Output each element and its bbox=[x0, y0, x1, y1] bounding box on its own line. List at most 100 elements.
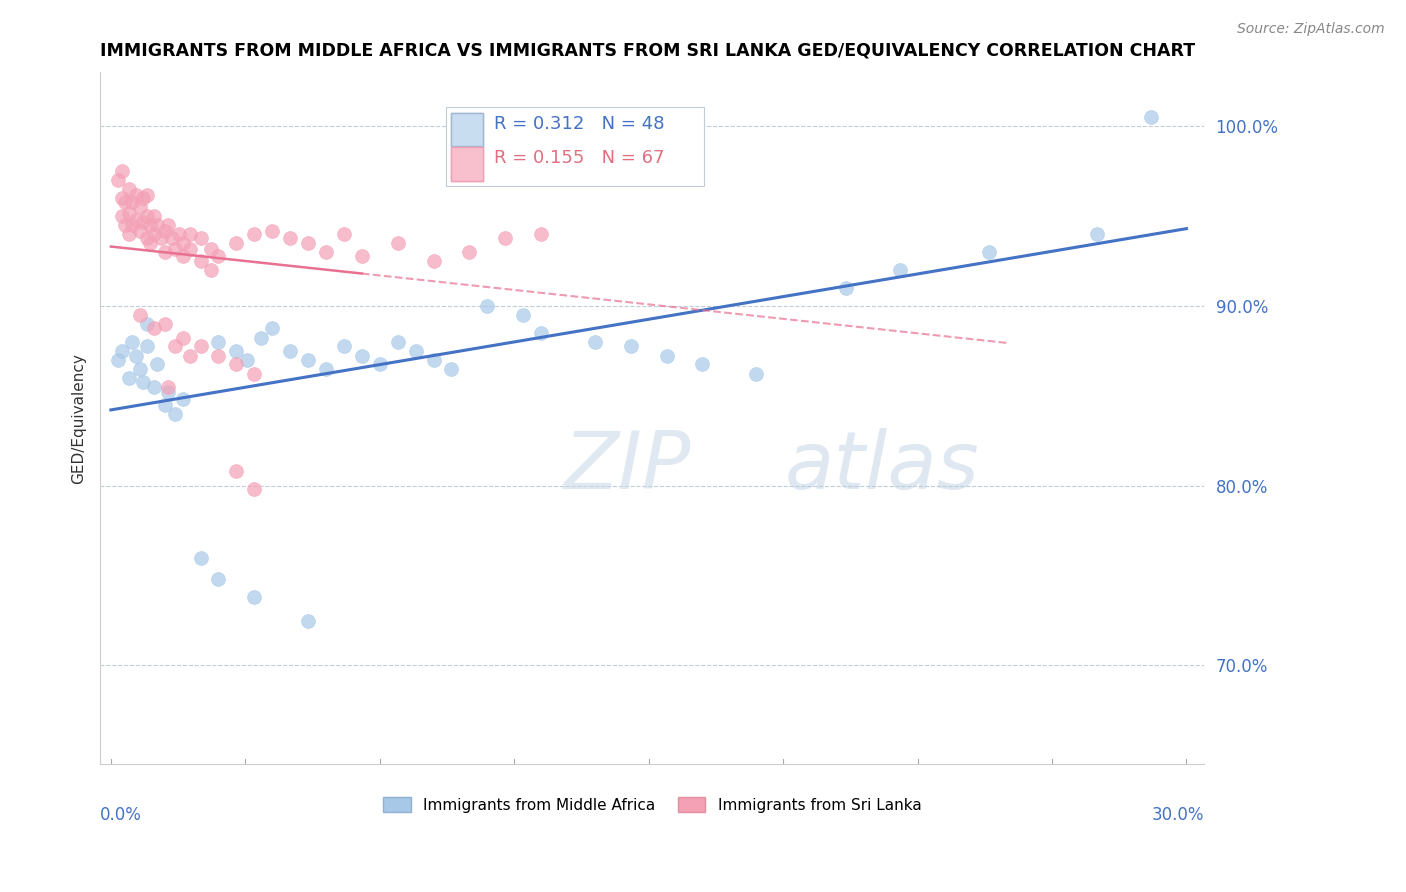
Point bbox=[139, 218, 162, 232]
Point bbox=[172, 249, 194, 263]
Point bbox=[297, 236, 319, 251]
Point bbox=[139, 236, 162, 251]
Point bbox=[128, 362, 150, 376]
Point bbox=[111, 343, 134, 358]
Point bbox=[405, 343, 427, 358]
Point bbox=[165, 242, 187, 256]
Text: Source: ZipAtlas.com: Source: ZipAtlas.com bbox=[1237, 22, 1385, 37]
Point bbox=[128, 308, 150, 322]
Point bbox=[125, 349, 148, 363]
Point bbox=[745, 368, 768, 382]
Text: 30.0%: 30.0% bbox=[1152, 805, 1205, 824]
Point bbox=[477, 299, 499, 313]
Point bbox=[243, 590, 266, 604]
Legend: Immigrants from Middle Africa, Immigrants from Sri Lanka: Immigrants from Middle Africa, Immigrant… bbox=[377, 790, 928, 819]
Point bbox=[297, 353, 319, 368]
Point bbox=[236, 353, 259, 368]
Point bbox=[128, 200, 150, 214]
Point bbox=[121, 334, 143, 349]
Point bbox=[118, 227, 141, 242]
Point bbox=[278, 231, 301, 245]
Point bbox=[835, 281, 858, 295]
Point bbox=[512, 308, 534, 322]
Point bbox=[207, 572, 229, 586]
Point bbox=[530, 227, 553, 242]
Point bbox=[655, 349, 678, 363]
Point bbox=[979, 245, 1001, 260]
Point bbox=[157, 218, 180, 232]
Point bbox=[333, 338, 356, 352]
Point bbox=[190, 550, 212, 565]
Text: IMMIGRANTS FROM MIDDLE AFRICA VS IMMIGRANTS FROM SRI LANKA GED/EQUIVALENCY CORRE: IMMIGRANTS FROM MIDDLE AFRICA VS IMMIGRA… bbox=[100, 42, 1195, 60]
Point bbox=[132, 191, 155, 205]
Point bbox=[333, 227, 356, 242]
Point bbox=[153, 398, 176, 412]
Point bbox=[225, 343, 247, 358]
Point bbox=[153, 245, 176, 260]
Point bbox=[692, 357, 714, 371]
Text: R = 0.155   N = 67: R = 0.155 N = 67 bbox=[495, 149, 665, 167]
Text: atlas: atlas bbox=[785, 428, 980, 506]
Point bbox=[179, 227, 201, 242]
Point bbox=[125, 187, 148, 202]
Point bbox=[107, 173, 129, 187]
Point bbox=[243, 483, 266, 497]
Text: 0.0%: 0.0% bbox=[100, 805, 142, 824]
Point bbox=[114, 218, 136, 232]
Point bbox=[243, 227, 266, 242]
Point bbox=[153, 317, 176, 331]
Point bbox=[179, 242, 201, 256]
Point bbox=[297, 614, 319, 628]
Point bbox=[315, 245, 337, 260]
Point bbox=[387, 236, 409, 251]
Point bbox=[889, 263, 911, 277]
Point bbox=[387, 334, 409, 349]
Point bbox=[1139, 111, 1161, 125]
Point bbox=[135, 231, 157, 245]
Point bbox=[167, 227, 190, 242]
Point bbox=[350, 349, 373, 363]
Point bbox=[111, 209, 134, 223]
Point bbox=[121, 218, 143, 232]
Point bbox=[620, 338, 643, 352]
Point bbox=[200, 242, 222, 256]
Point bbox=[118, 371, 141, 385]
Point bbox=[225, 464, 247, 478]
Text: ZIP: ZIP bbox=[564, 428, 692, 506]
Point bbox=[440, 362, 463, 376]
Point bbox=[200, 263, 222, 277]
Point bbox=[114, 194, 136, 209]
Point bbox=[207, 334, 229, 349]
Point bbox=[146, 218, 169, 232]
Text: R = 0.312   N = 48: R = 0.312 N = 48 bbox=[495, 115, 665, 133]
Point bbox=[350, 249, 373, 263]
Point bbox=[190, 338, 212, 352]
Point bbox=[165, 338, 187, 352]
Point bbox=[153, 223, 176, 237]
Point bbox=[142, 380, 165, 394]
Point bbox=[315, 362, 337, 376]
Y-axis label: GED/Equivalency: GED/Equivalency bbox=[72, 353, 86, 483]
Point bbox=[179, 349, 201, 363]
Point bbox=[165, 407, 187, 421]
Point bbox=[135, 317, 157, 331]
Point bbox=[132, 375, 155, 389]
Point bbox=[111, 191, 134, 205]
Point bbox=[225, 357, 247, 371]
Point bbox=[172, 392, 194, 407]
Point bbox=[142, 209, 165, 223]
Point bbox=[207, 349, 229, 363]
Point bbox=[128, 223, 150, 237]
Point bbox=[125, 212, 148, 227]
Point bbox=[142, 227, 165, 242]
Point bbox=[146, 357, 169, 371]
Point bbox=[422, 353, 444, 368]
Point bbox=[160, 231, 183, 245]
Point bbox=[172, 236, 194, 251]
Point bbox=[190, 231, 212, 245]
Point bbox=[107, 353, 129, 368]
Point bbox=[278, 343, 301, 358]
Point bbox=[250, 331, 273, 345]
Point bbox=[135, 338, 157, 352]
Point bbox=[142, 320, 165, 334]
